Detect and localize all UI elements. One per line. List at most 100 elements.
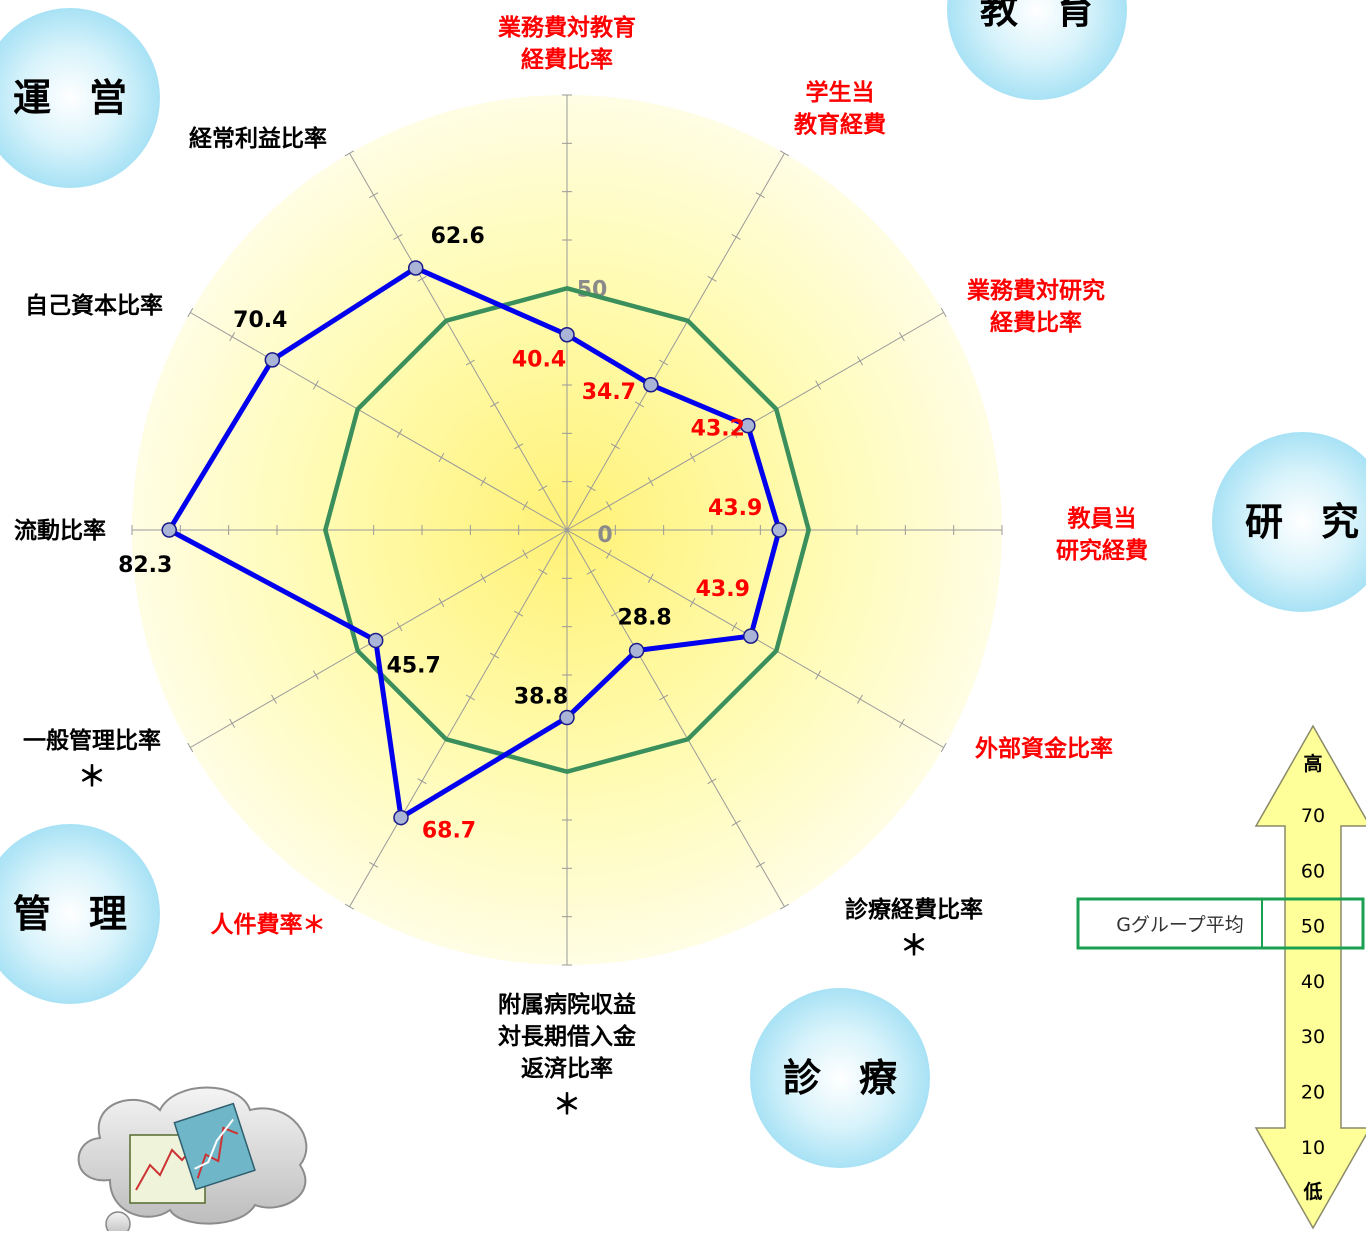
axis-tick	[857, 356, 863, 366]
axis-tick	[647, 573, 654, 583]
axis-tick	[940, 307, 947, 318]
value-label: 70.4	[233, 308, 287, 333]
axis-note-mark: ＊	[78, 760, 106, 793]
axis-tick	[779, 903, 790, 910]
radar-labels: 業務費対教育経費比率学生当教育経費業務費対研究経費比率教員当研究経費外部資金比率…	[14, 14, 1148, 1121]
data-point	[559, 709, 575, 726]
average-label: Gグループ平均	[1116, 914, 1244, 936]
category-label-education: 教 育	[980, 0, 1094, 32]
axis-tick	[940, 742, 947, 753]
data-point	[743, 628, 759, 644]
data-point	[771, 522, 787, 538]
axis-line	[566, 312, 944, 531]
axis-tick	[707, 778, 717, 785]
axis-tick	[586, 485, 596, 492]
data-point	[559, 326, 575, 343]
axis-tick	[465, 694, 475, 701]
axis-label: 教育経費	[794, 111, 886, 138]
axis-tick	[610, 443, 620, 450]
scale-top-label: 高	[1303, 752, 1322, 775]
ring-label-0: 0	[597, 523, 612, 548]
scale-tick: 50	[1301, 916, 1325, 938]
data-point	[643, 377, 659, 393]
value-label: 62.6	[431, 224, 485, 249]
scale-legend: 高 低 70 60 50 40 30 20 10 Gグループ平均	[1076, 724, 1366, 1230]
axis-tick	[538, 568, 548, 575]
axis-tick	[815, 670, 822, 680]
axis-tick	[344, 903, 355, 910]
scale-tick: 20	[1301, 1082, 1325, 1104]
axis-label: 経費比率	[990, 309, 1082, 336]
axis-note-mark: ＊	[553, 1088, 581, 1121]
axis-label: 流動比率	[14, 517, 106, 544]
axis-tick	[898, 332, 905, 342]
axis-label: 経費比率	[521, 46, 613, 73]
axis-label: 診療経費比率	[845, 896, 983, 923]
radar-series	[161, 260, 811, 826]
axis-tick	[417, 778, 427, 785]
value-label: 28.8	[617, 606, 671, 631]
axis-tick	[605, 501, 612, 511]
axis-line	[349, 153, 568, 531]
value-label: 38.8	[514, 685, 568, 710]
axis-label: 経常利益比率	[189, 125, 327, 152]
bubble-medical	[750, 988, 930, 1168]
axis-tick	[396, 622, 403, 632]
axis-tick	[369, 192, 379, 199]
axis-tick	[438, 597, 445, 608]
average-box	[1076, 897, 1365, 950]
axis-tick	[586, 568, 596, 575]
axis-tick	[659, 694, 669, 701]
axis-tick	[689, 452, 696, 463]
axis-line	[190, 312, 568, 531]
category-label-administration: 管 理	[13, 892, 127, 936]
value-label: 45.7	[387, 653, 441, 678]
axis-tick	[489, 652, 500, 659]
axis-tick	[369, 861, 379, 868]
axis-tick	[480, 477, 487, 487]
axis-tick	[659, 359, 669, 366]
radar-value-labels: 40.4 34.7 43.2 43.9 43.9 28.8 38.8 68.7 45.7 82.3…	[118, 224, 762, 844]
axis-tick	[634, 401, 645, 408]
axis-tick	[731, 622, 738, 632]
bubble-education	[947, 0, 1127, 100]
axis-line	[566, 153, 785, 531]
scale-arrow	[1254, 724, 1366, 1230]
axis-line	[349, 529, 568, 907]
axis-label: 人件費率＊	[211, 911, 326, 938]
axis-label: 返済比率	[521, 1055, 613, 1082]
axis-label: 外部資金比率	[975, 735, 1113, 762]
data-point	[628, 642, 645, 659]
axis-tick	[465, 359, 475, 366]
category-label-research: 研 究	[1245, 500, 1359, 544]
data-point	[393, 809, 409, 826]
bubble-administration	[0, 824, 160, 1004]
axis-label: 一般管理比率	[23, 727, 161, 754]
axis-tick	[438, 452, 445, 463]
axis-tick	[187, 742, 194, 753]
axis-line	[566, 529, 785, 907]
axis-tick	[417, 275, 427, 282]
axis-tick	[605, 549, 612, 559]
axis-tick	[755, 861, 765, 868]
axis-tick	[396, 428, 403, 438]
axis-tick	[610, 610, 620, 617]
axis-tick	[312, 380, 319, 390]
axis-tick	[731, 820, 741, 826]
scale-tick: 40	[1301, 971, 1325, 993]
value-label: 40.4	[512, 348, 566, 373]
bubble-management	[0, 8, 160, 188]
data-point	[407, 260, 424, 276]
scale-tick: 70	[1301, 805, 1325, 827]
axis-tick	[480, 573, 487, 583]
category-bubbles: 教 育運 営研 究管 理診 療	[0, 0, 1366, 1168]
axis-tick	[522, 549, 529, 559]
axis-tick	[857, 694, 863, 704]
axis-label: 自己資本比率	[25, 292, 163, 319]
axis-tick	[344, 150, 355, 157]
axis-tick	[731, 234, 741, 240]
axis-tick	[514, 610, 524, 617]
scale-tick: 30	[1301, 1026, 1325, 1048]
axis-label: 対長期借入金	[498, 1023, 637, 1050]
